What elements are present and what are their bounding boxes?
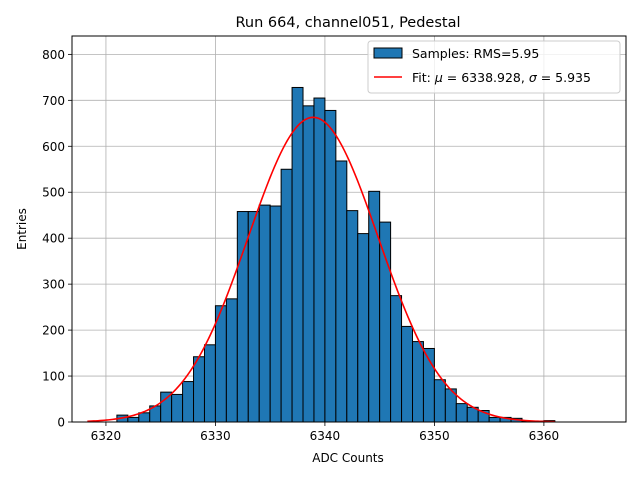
histogram-bar [247,211,260,423]
histogram-bar [357,233,370,423]
y-tick-label: 300 [42,278,65,292]
histogram-bar [412,341,424,423]
y-tick-label: 0 [57,416,65,430]
histogram-bar [346,210,359,423]
y-axis-label: Entries [15,208,29,250]
histogram-bar [313,97,326,423]
histogram-bar [302,105,315,423]
histogram-bar [433,379,446,423]
y-tick-label: 800 [42,48,65,62]
histogram-bar [214,305,227,423]
legend-box [367,40,621,94]
histogram-bar [258,204,271,423]
x-axis-ticks: 6320 6330 6340 6350 6360 [91,422,559,443]
y-tick-label: 400 [42,232,65,246]
fit-curve-layer [87,116,555,423]
legend-hist-label: Samples: RMS=5.95 [412,46,539,61]
histogram-bar [171,393,184,423]
chart-title: Run 664, channel051, Pedestal [235,15,460,31]
y-tick-label: 500 [42,186,65,200]
y-tick-label: 100 [42,370,65,384]
histogram-bar [182,381,195,423]
x-tick-label: 6330 [200,429,231,443]
plot-frame [71,35,627,423]
histogram-bar [160,391,173,423]
legend-fit-sigma-value: = 5.935 [537,70,591,85]
histogram-bar [291,86,304,423]
histogram-bar [401,325,414,423]
x-tick-label: 6350 [419,429,450,443]
y-tick-label: 600 [42,140,65,154]
histogram-bar [379,221,392,423]
histogram-bar [225,298,238,423]
histogram-bar [203,344,216,423]
legend-fit-prefix: Fit: [412,70,435,85]
histogram-bars [116,86,556,423]
histogram-bar [193,356,205,423]
legend-fit-label: Fit: μ = 6338.928, σ = 5.935 [412,70,591,85]
legend-fit-sigma-symbol: σ [529,70,538,85]
gaussian-fit-curve [87,116,555,423]
legend-fit-mu-value: = 6338.928, [443,70,529,85]
histogram-bar [280,168,293,423]
x-tick-label: 6320 [91,429,122,443]
histogram-bar [488,416,501,423]
histogram-bar [324,109,337,423]
histogram-bar [269,205,282,423]
histogram-bar [127,416,140,423]
histogram-bar [390,295,403,423]
x-tick-label: 6340 [310,429,341,443]
legend-hist-swatch [373,47,403,59]
histogram-bar [138,412,151,423]
legend: Samples: RMS=5.95 Fit: μ = 6338.928, σ =… [367,40,621,94]
y-tick-label: 700 [42,94,65,108]
histogram-bar [335,160,348,423]
legend-fit-mu-symbol: μ [434,70,443,85]
x-axis-label: ADC Counts [312,451,384,465]
histogram-bar [455,403,468,423]
y-tick-label: 200 [42,324,65,338]
x-tick-label: 6360 [529,429,560,443]
y-axis-ticks: 0 100 200 300 400 500 600 700 800 [42,48,72,430]
